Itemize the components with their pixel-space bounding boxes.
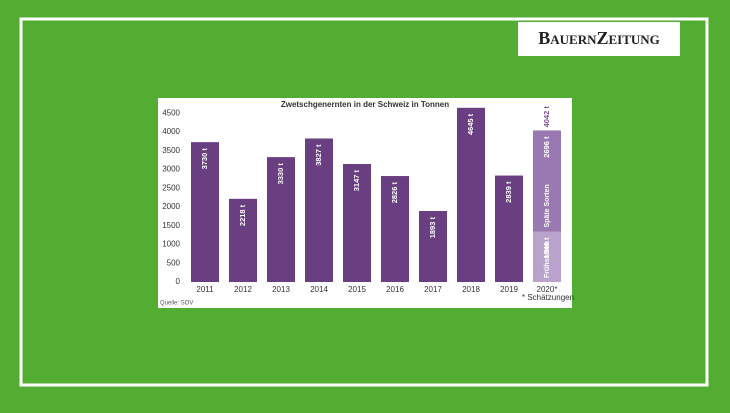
chart-title: Zwetschgenernten in der Schweiz in Tonne…: [281, 100, 449, 109]
bar: [533, 130, 561, 232]
y-tick-label: 2500: [162, 183, 180, 192]
value-label: 3147 t: [352, 170, 361, 192]
bar: [191, 142, 219, 282]
value-label: 2839 t: [504, 181, 513, 203]
frame: [19, 17, 709, 387]
x-tick-label: 2015: [348, 285, 366, 294]
value-label: 2218 t: [238, 204, 247, 226]
y-tick-label: 2000: [162, 202, 180, 211]
x-tick-label: 2018: [462, 285, 480, 294]
bar: [419, 211, 447, 282]
bar: [495, 175, 523, 282]
y-tick-label: 3000: [162, 165, 180, 174]
x-tick-label: 2020*: [537, 285, 558, 294]
y-tick-label: 0: [176, 277, 181, 286]
value-label: 4645 t: [466, 113, 475, 135]
bar: [533, 231, 561, 282]
bar: [457, 107, 485, 282]
x-tick-label: 2019: [500, 285, 518, 294]
value-label: 3827 t: [314, 144, 323, 166]
x-tick-label: 2016: [386, 285, 404, 294]
bar: [381, 176, 409, 282]
x-tick-label: 2012: [234, 285, 252, 294]
y-tick-label: 4500: [162, 108, 180, 117]
logo: BauernZeitung: [538, 28, 660, 48]
logo-box: [518, 22, 680, 56]
segment-name: Frühsorten: [544, 241, 551, 278]
segment-name: Späte Sorten: [544, 184, 551, 227]
value-label: 2696 t: [542, 136, 551, 158]
y-tick-label: 4000: [162, 127, 180, 136]
value-label: 2826 t: [390, 182, 399, 204]
y-tick-label: 3500: [162, 146, 180, 155]
x-tick-label: 2014: [310, 285, 328, 294]
value-label: 1346 t: [542, 237, 551, 259]
x-tick-label: 2017: [424, 285, 442, 294]
bar: [305, 138, 333, 282]
bar: [267, 157, 295, 282]
y-tick-label: 1500: [162, 221, 180, 230]
bar: [343, 163, 371, 282]
source: Quelle: SOV: [160, 301, 193, 307]
footnote: * Schätzungen: [522, 293, 574, 302]
value-label: 3330 t: [276, 163, 285, 185]
y-tick-label: 500: [167, 258, 181, 267]
value-label: 1893 t: [428, 217, 437, 239]
x-tick-label: 2013: [272, 285, 290, 294]
value-label: 3730 t: [200, 148, 209, 170]
total-label: 4042 t: [542, 106, 551, 128]
bar: [229, 198, 257, 282]
x-tick-label: 2011: [196, 285, 214, 294]
y-tick-label: 1000: [162, 240, 180, 249]
